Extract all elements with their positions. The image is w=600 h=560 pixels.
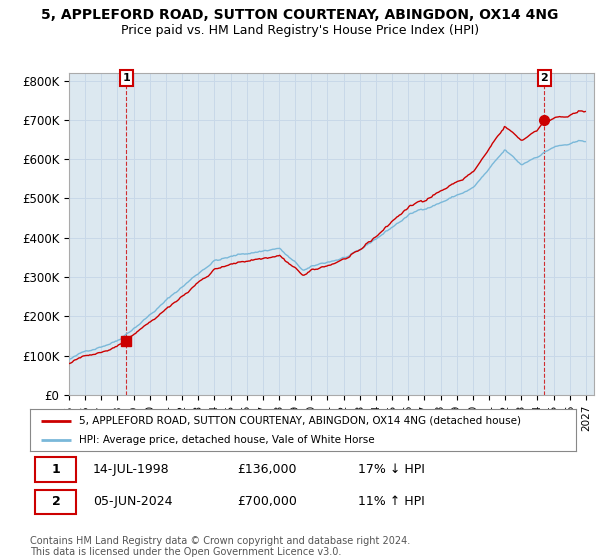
Text: 11% ↑ HPI: 11% ↑ HPI xyxy=(358,496,424,508)
Text: £700,000: £700,000 xyxy=(238,496,298,508)
Text: Price paid vs. HM Land Registry's House Price Index (HPI): Price paid vs. HM Land Registry's House … xyxy=(121,24,479,36)
FancyBboxPatch shape xyxy=(35,458,76,482)
Text: 2: 2 xyxy=(541,73,548,83)
Text: 17% ↓ HPI: 17% ↓ HPI xyxy=(358,463,424,476)
Text: £136,000: £136,000 xyxy=(238,463,297,476)
Text: 5, APPLEFORD ROAD, SUTTON COURTENAY, ABINGDON, OX14 4NG: 5, APPLEFORD ROAD, SUTTON COURTENAY, ABI… xyxy=(41,8,559,22)
FancyBboxPatch shape xyxy=(35,489,76,514)
Text: 1: 1 xyxy=(52,463,61,476)
Text: HPI: Average price, detached house, Vale of White Horse: HPI: Average price, detached house, Vale… xyxy=(79,435,375,445)
Text: 14-JUL-1998: 14-JUL-1998 xyxy=(93,463,169,476)
Text: 05-JUN-2024: 05-JUN-2024 xyxy=(93,496,172,508)
Text: 5, APPLEFORD ROAD, SUTTON COURTENAY, ABINGDON, OX14 4NG (detached house): 5, APPLEFORD ROAD, SUTTON COURTENAY, ABI… xyxy=(79,416,521,426)
Text: 2: 2 xyxy=(52,496,61,508)
Text: 1: 1 xyxy=(122,73,130,83)
Text: Contains HM Land Registry data © Crown copyright and database right 2024.
This d: Contains HM Land Registry data © Crown c… xyxy=(30,535,410,557)
